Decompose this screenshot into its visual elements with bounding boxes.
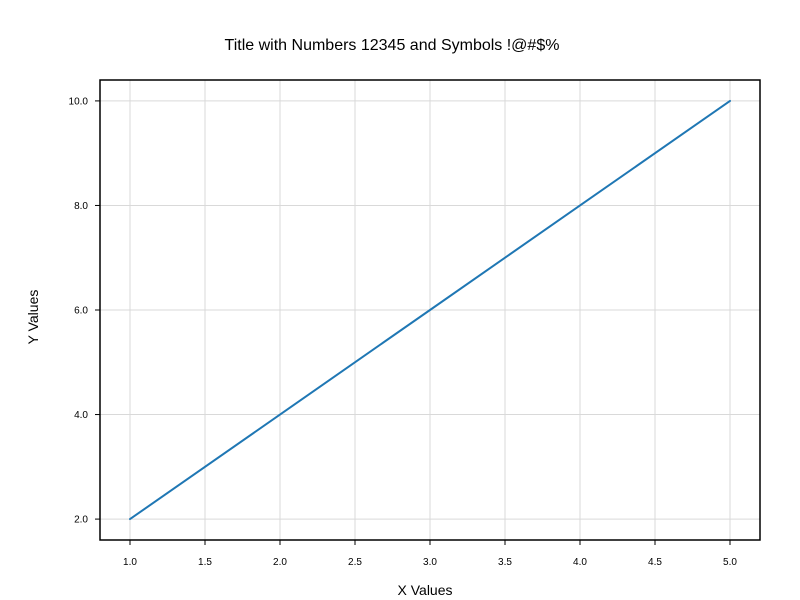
x-tick-label: 4.5 — [648, 557, 662, 568]
x-tick-label: 2.5 — [348, 557, 362, 568]
y-tick-label: 2.0 — [74, 515, 88, 526]
series-layer — [129, 99, 731, 521]
x-axis-label: X Values — [398, 582, 453, 598]
series-line — [129, 99, 731, 521]
x-tick-label: 3.5 — [498, 557, 512, 568]
x-tick-label: 3.0 — [423, 557, 437, 568]
y-tick-label: 4.0 — [74, 410, 88, 421]
x-tick-label: 2.0 — [273, 557, 287, 568]
y-tick-label: 6.0 — [74, 306, 88, 317]
y-axis-label: Y Values — [25, 290, 41, 345]
x-tick-label: 4.0 — [573, 557, 587, 568]
y-tick-label: 8.0 — [74, 201, 88, 212]
chart-title: Title with Numbers 12345 and Symbols !@#… — [225, 37, 560, 54]
x-tick-label: 1.5 — [198, 557, 212, 568]
y-tick-label: 10.0 — [69, 96, 89, 107]
y-axis-ticks: 2.0 4.0 6.0 8.0 10.0 — [69, 96, 100, 526]
x-tick-label: 1.0 — [123, 557, 137, 568]
x-tick-label: 5.0 — [723, 557, 737, 568]
x-axis-ticks: 1.0 1.5 2.0 2.5 3.0 3.5 4.0 4.5 5.0 — [123, 540, 737, 568]
